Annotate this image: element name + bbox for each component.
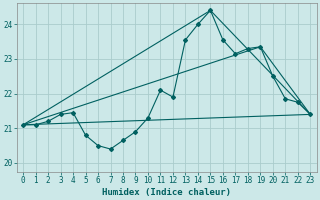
X-axis label: Humidex (Indice chaleur): Humidex (Indice chaleur) xyxy=(102,188,231,197)
